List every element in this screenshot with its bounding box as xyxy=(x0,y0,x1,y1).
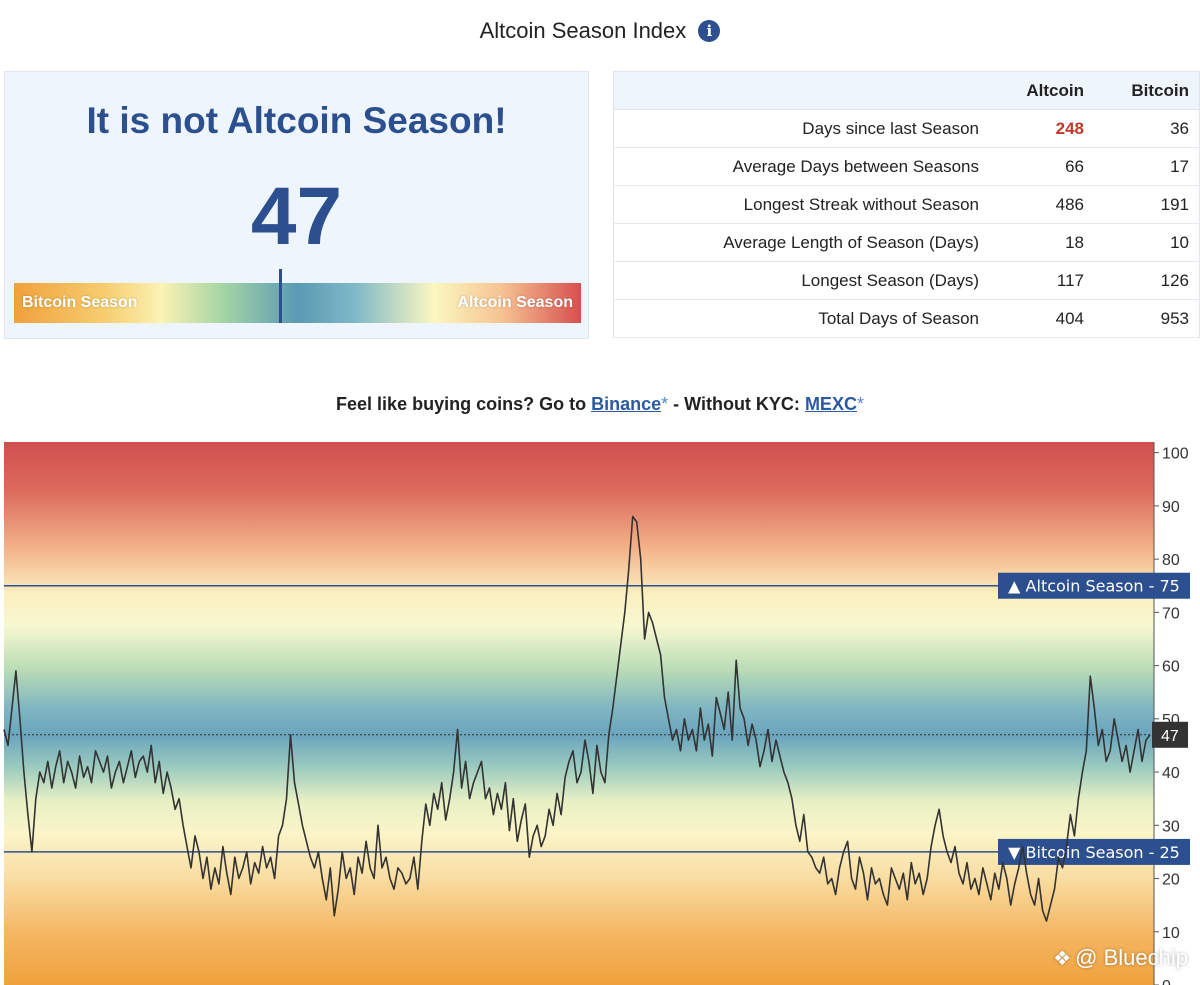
stat-label: Average Days between Seasons xyxy=(613,147,989,186)
threshold-label-bg xyxy=(998,572,1190,599)
gauge-label-bitcoin: Bitcoin Season xyxy=(22,294,138,311)
stat-label: Days since last Season xyxy=(613,109,989,148)
stat-altcoin: 248 xyxy=(989,109,1094,148)
stat-altcoin: 404 xyxy=(989,299,1094,338)
y-tick-label: 10 xyxy=(1162,925,1180,942)
threshold-label-bg xyxy=(998,838,1190,865)
table-row: Longest Streak without Season 486 191 xyxy=(613,185,1200,224)
season-headline: It is not Altcoin Season! xyxy=(86,100,507,141)
promo-banner: Feel like buying coins? Go to Binance* -… xyxy=(0,394,1200,415)
promo-prefix: Feel like buying coins? Go to xyxy=(336,394,592,414)
season-stats-table: Altcoin Bitcoin Days since last Season 24… xyxy=(613,71,1200,338)
stat-bitcoin: 36 xyxy=(1094,109,1200,148)
stat-bitcoin: 10 xyxy=(1094,223,1200,262)
table-row: Average Days between Seasons 66 17 xyxy=(613,147,1200,186)
altcoin-index-chart: 0102030405060708090100 ▲ Altcoin Season … xyxy=(3,442,1200,985)
season-gauge: Bitcoin Season Altcoin Season xyxy=(14,269,581,323)
table-row: Longest Season (Days) 117 126 xyxy=(613,261,1200,300)
stat-label: Longest Season (Days) xyxy=(613,261,989,300)
table-row: Days since last Season 248 36 xyxy=(613,109,1200,148)
table-row: Total Days of Season 404 953 xyxy=(613,299,1200,338)
index-value: 47 xyxy=(250,171,343,262)
y-tick-label: 0 xyxy=(1162,978,1171,985)
threshold-label: ▼ Bitcoin Season - 25 xyxy=(1008,843,1180,862)
y-tick-label: 100 xyxy=(1162,446,1189,463)
stat-altcoin: 117 xyxy=(989,261,1094,300)
y-axis-panel xyxy=(1154,442,1200,985)
threshold-label: ▲ Altcoin Season - 75 xyxy=(1008,577,1180,596)
y-tick-label: 80 xyxy=(1162,552,1180,569)
stat-label: Average Length of Season (Days) xyxy=(613,223,989,262)
stat-label: Longest Streak without Season xyxy=(613,185,989,224)
mexc-link[interactable]: MEXC xyxy=(804,394,857,414)
gauge-label-altcoin: Altcoin Season xyxy=(457,294,573,311)
y-tick-label: 90 xyxy=(1162,499,1180,516)
y-tick-label: 30 xyxy=(1162,818,1180,835)
stat-label: Total Days of Season xyxy=(613,299,989,338)
stat-bitcoin: 191 xyxy=(1094,185,1200,224)
mexc-link-star: * xyxy=(856,394,864,414)
stat-altcoin: 486 xyxy=(989,185,1094,224)
page-title-text: Altcoin Season Index xyxy=(479,18,687,43)
table-row: Average Length of Season (Days) 18 10 xyxy=(613,223,1200,262)
stat-altcoin: 66 xyxy=(989,147,1094,186)
table-header-label xyxy=(613,71,989,110)
binance-icon: ❖ xyxy=(1053,948,1072,970)
series-line xyxy=(3,515,1151,922)
stat-bitcoin: 17 xyxy=(1094,147,1200,186)
table-header-altcoin: Altcoin xyxy=(989,71,1094,110)
binance-link-star: * xyxy=(661,394,669,414)
watermark: ❖ @ Bluechip xyxy=(1053,945,1188,971)
info-icon[interactable]: i xyxy=(698,20,721,42)
y-tick-label: 40 xyxy=(1162,765,1180,782)
stat-altcoin: 18 xyxy=(989,223,1094,262)
page-title: Altcoin Season Index i xyxy=(0,18,1200,44)
chart-background xyxy=(4,442,1154,985)
current-value-tag: 47 xyxy=(1152,721,1188,748)
stat-bitcoin: 126 xyxy=(1094,261,1200,300)
current-value-tag-text: 47 xyxy=(1161,728,1179,745)
y-tick-label: 20 xyxy=(1162,872,1180,889)
status-card: It is not Altcoin Season! 47 Bitcoin Sea… xyxy=(4,71,589,339)
table-header-bitcoin: Bitcoin xyxy=(1094,71,1200,110)
gauge-marker xyxy=(279,269,283,323)
current-value-tag-bg xyxy=(1152,721,1188,748)
watermark-text: @ Bluechip xyxy=(1075,945,1188,970)
y-tick-label: 70 xyxy=(1162,605,1180,622)
stat-bitcoin: 953 xyxy=(1094,299,1200,338)
promo-mid: - Without KYC: xyxy=(668,394,805,414)
table-header-row: Altcoin Bitcoin xyxy=(613,71,1200,110)
y-tick-label: 60 xyxy=(1162,659,1180,676)
binance-link[interactable]: Binance xyxy=(591,394,662,414)
